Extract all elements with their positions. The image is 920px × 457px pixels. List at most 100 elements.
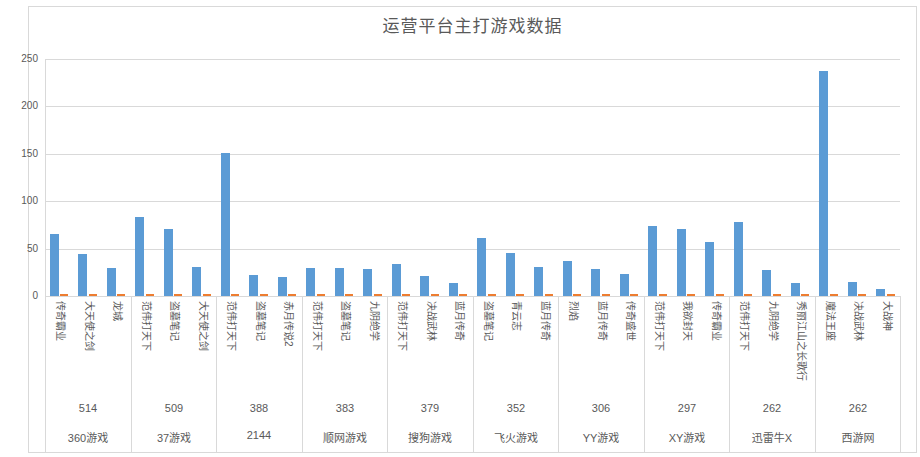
group-total: 514 (45, 402, 131, 414)
game-label-text: 秀丽江山之长歌行 (795, 301, 807, 381)
group-total: 509 (131, 402, 217, 414)
bar-secondary (545, 294, 553, 296)
bar-primary (734, 222, 743, 296)
game-label-text: 九阴绝学 (368, 301, 380, 341)
bar-secondary (744, 294, 752, 296)
y-axis-tick-label: 0 (8, 290, 38, 301)
game-label-text: 盗墓笔记 (482, 301, 494, 341)
bar-secondary (573, 294, 581, 296)
platform-label: 顺网游戏 (302, 429, 388, 445)
game-label: 烈焰 (558, 301, 587, 399)
bar-secondary (659, 294, 667, 296)
game-label: 盗墓笔记 (330, 301, 359, 399)
chart-title: 运营平台主打游戏数据 (45, 12, 900, 37)
gridline-250 (45, 59, 900, 60)
bar-primary (363, 269, 372, 296)
game-label: 传奇霸业 (45, 301, 74, 399)
game-label-text: 范伟打天下 (140, 301, 152, 351)
group-divider (900, 296, 901, 453)
game-label: 大天使之剑 (74, 301, 103, 399)
bar-primary (477, 238, 486, 296)
game-label: 龙城 (102, 301, 131, 399)
game-label-text: 大天使之剑 (83, 301, 95, 351)
game-label-text: 范伟打天下 (396, 301, 408, 351)
bar-secondary (345, 294, 353, 296)
bar-secondary (630, 294, 638, 296)
game-label: 蓝月传奇 (444, 301, 473, 399)
group-total: 352 (473, 402, 559, 414)
bar-primary (563, 261, 572, 296)
gridline-100 (45, 201, 900, 202)
game-label: 传奇盛世 (615, 301, 644, 399)
bar-primary (135, 217, 144, 296)
bar-secondary (459, 294, 467, 296)
bar-secondary (858, 294, 866, 296)
bar-primary (107, 268, 116, 296)
bar-secondary (60, 294, 68, 296)
game-label: 盗墓笔记 (473, 301, 502, 399)
game-label-text: 盗墓笔记 (168, 301, 180, 341)
bar-primary (848, 282, 857, 296)
game-label-text: 决战武林 (425, 301, 437, 341)
bar-secondary (830, 294, 838, 296)
y-axis-tick-label: 250 (8, 53, 38, 64)
bar-primary (392, 264, 401, 296)
group-total: 388 (216, 402, 302, 414)
y-axis-tick-label: 150 (8, 148, 38, 159)
bar-secondary (146, 294, 154, 296)
group-total: 383 (302, 402, 388, 414)
game-label: 盗墓笔记 (159, 301, 188, 399)
y-axis-line (45, 59, 46, 297)
group-total: 306 (558, 402, 644, 414)
bar-primary (420, 276, 429, 296)
y-axis-tick-label: 100 (8, 195, 38, 206)
platform-label: 37游戏 (131, 429, 217, 445)
game-label: 决战武林 (843, 301, 872, 399)
bar-secondary (602, 294, 610, 296)
platform-label: 360游戏 (45, 429, 131, 445)
game-label: 传奇霸业 (701, 301, 730, 399)
bar-secondary (801, 294, 809, 296)
bar-primary (278, 277, 287, 296)
bar-primary (449, 283, 458, 296)
bar-secondary (431, 294, 439, 296)
bar-secondary (117, 294, 125, 296)
game-label-text: 赤月传说2 (282, 301, 294, 347)
game-label-text: 青云志 (510, 301, 522, 331)
game-label-text: 大天使之剑 (197, 301, 209, 351)
game-label-text: 我欲封天 (681, 301, 693, 341)
game-label: 魔法王座 (815, 301, 844, 399)
y-axis-tick-label: 200 (8, 100, 38, 111)
game-label-text: 蓝月传奇 (539, 301, 551, 341)
game-label-text: 传奇盛世 (624, 301, 636, 341)
game-label-text: 九阴绝学 (767, 301, 779, 341)
bar-secondary (231, 294, 239, 296)
bar-primary (50, 234, 59, 296)
group-total: 297 (644, 402, 730, 414)
game-label: 范伟打天下 (729, 301, 758, 399)
bar-primary (506, 253, 515, 296)
game-label: 范伟打天下 (302, 301, 331, 399)
game-label: 秀丽江山之长歌行 (786, 301, 815, 399)
bar-primary (335, 268, 344, 296)
gridline-200 (45, 106, 900, 107)
bar-secondary (488, 294, 496, 296)
bar-primary (791, 283, 800, 296)
game-label-text: 龙城 (111, 301, 123, 321)
bar-secondary (203, 294, 211, 296)
game-data-chart: 运营平台主打游戏数据 050100150200250514360游戏传奇霸业大天… (0, 0, 920, 457)
bar-primary (620, 274, 629, 296)
bar-primary (591, 269, 600, 296)
game-label-text: 大战神 (881, 301, 893, 331)
bar-secondary (288, 294, 296, 296)
game-label: 青云志 (501, 301, 530, 399)
game-label: 我欲封天 (672, 301, 701, 399)
bar-primary (876, 289, 885, 296)
gridline-150 (45, 154, 900, 155)
game-label: 蓝月传奇 (587, 301, 616, 399)
bar-secondary (174, 294, 182, 296)
bar-secondary (773, 294, 781, 296)
bar-primary (78, 254, 87, 296)
platform-label: YY游戏 (558, 429, 644, 445)
game-label: 范伟打天下 (216, 301, 245, 399)
